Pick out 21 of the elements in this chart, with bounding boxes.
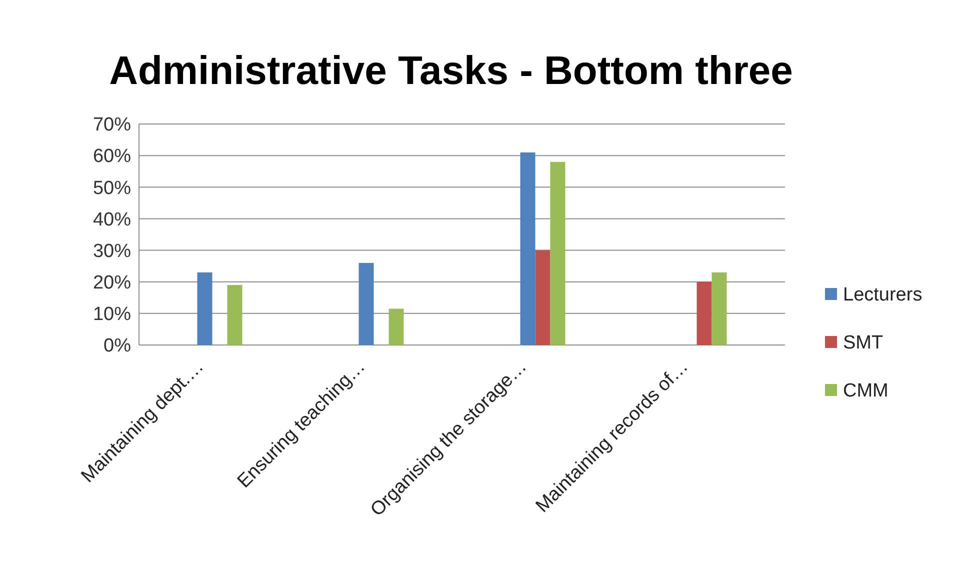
legend-label: SMT — [843, 332, 884, 354]
y-tick-label: 70% — [92, 114, 132, 136]
chart-title: Administrative Tasks - Bottom three — [109, 49, 793, 93]
bar — [388, 308, 404, 345]
bar — [550, 162, 566, 345]
bar — [535, 250, 550, 345]
legend-label: Lecturers — [843, 284, 922, 306]
y-tick-label: 30% — [92, 240, 132, 262]
legend-label: CMM — [843, 380, 888, 402]
y-tick-label: 20% — [92, 272, 132, 294]
bar — [197, 272, 212, 345]
bar — [696, 282, 712, 345]
y-tick-label: 50% — [92, 178, 132, 199]
bar — [520, 152, 536, 345]
y-tick-label: 0% — [104, 336, 132, 357]
y-tick-label: 10% — [92, 304, 132, 326]
bar — [712, 272, 727, 345]
bar — [358, 262, 374, 345]
bar — [227, 285, 242, 345]
y-tick-label: 60% — [92, 146, 132, 168]
y-tick-label: 40% — [92, 209, 132, 230]
